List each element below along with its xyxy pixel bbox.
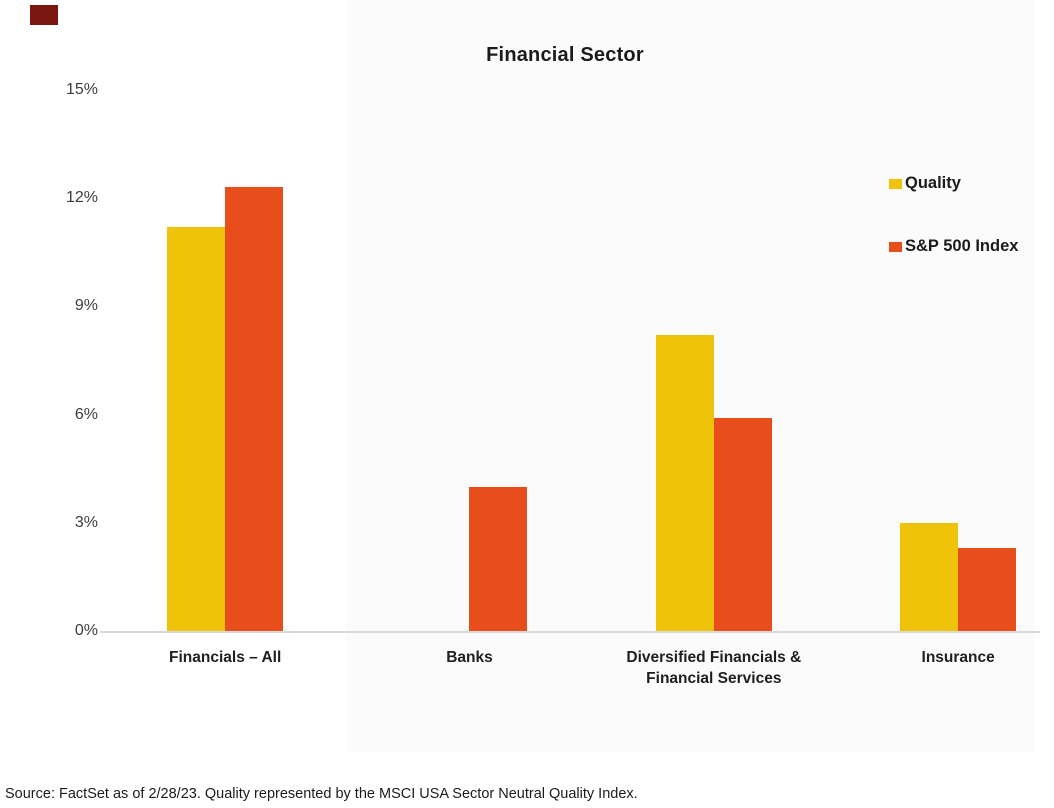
bar-sp500: [713, 418, 772, 631]
legend-label: S&P 500 Index: [905, 237, 1019, 255]
legend-label: Quality: [905, 174, 961, 192]
source-note: Source: FactSet as of 2/28/23. Quality r…: [5, 786, 638, 802]
sp500-swatch-icon: [889, 242, 902, 252]
y-axis-tick-label: 0%: [74, 622, 98, 639]
x-axis-category-label: Insurance: [921, 649, 995, 666]
legend-item-quality: Quality: [889, 174, 1054, 193]
bar-sp500: [958, 548, 1017, 631]
x-axis-category-label: Financials – All: [169, 649, 282, 666]
y-axis-tick-label: 15%: [65, 80, 98, 98]
legend: Quality S&P 500 Index: [889, 174, 1054, 300]
y-axis-tick-label: 6%: [74, 405, 98, 423]
chart-title: Financial Sector: [486, 44, 644, 66]
x-axis-category-label: Banks: [446, 649, 493, 666]
y-axis-tick-label: 3%: [74, 513, 98, 531]
dark-red-mark: [30, 5, 58, 25]
y-axis-tick-label: 12%: [65, 189, 98, 207]
x-axis-line: [100, 631, 1040, 633]
bar-sp500: [225, 187, 284, 631]
x-axis-category-label: Diversified Financials & Financial Servi…: [626, 649, 802, 687]
quality-swatch-icon: [889, 179, 902, 189]
legend-item-sp500: S&P 500 Index: [889, 237, 1054, 256]
bar-sp500: [469, 486, 528, 631]
bar-quality: [655, 335, 714, 631]
y-axis-tick-label: 9%: [74, 297, 98, 315]
bar-quality: [900, 522, 959, 631]
bar-quality: [167, 227, 226, 631]
